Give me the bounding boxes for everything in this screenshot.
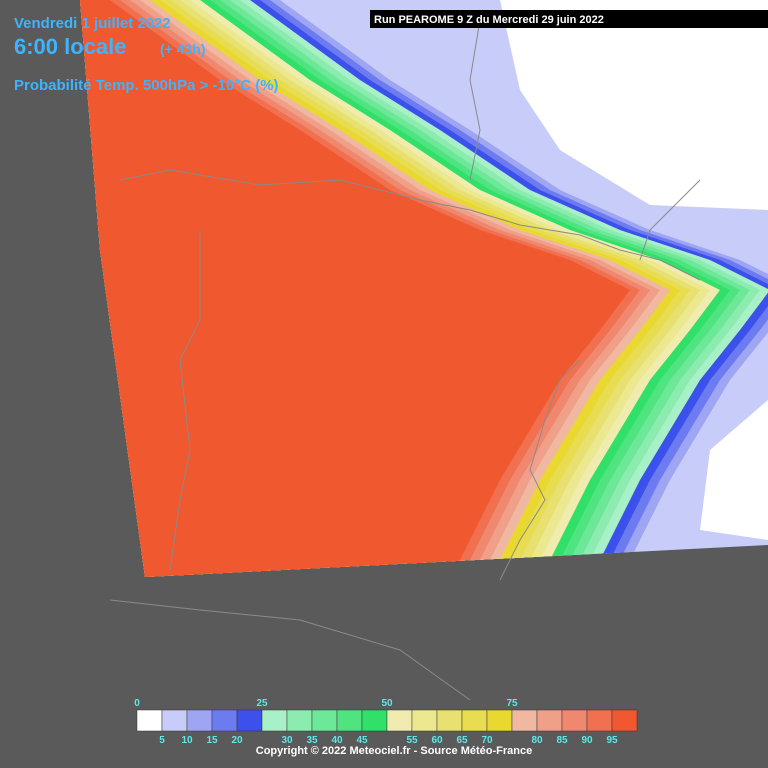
time-label: 6:00 locale [14,34,127,59]
legend-label: 30 [281,735,293,746]
parameter-label: Probabilité Temp. 500hPa > -10°C (%) [14,77,279,94]
legend-swatch [411,709,438,732]
run-banner [370,10,768,28]
legend-swatch [161,709,188,732]
legend-label: 0 [134,698,140,709]
field-clear [500,0,768,210]
legend-swatch [586,709,613,732]
legend-swatch [336,709,363,732]
legend-swatch [486,709,513,732]
legend-label: 55 [406,735,418,746]
date-label: Vendredi 1 juillet 2022 [14,15,171,32]
borders [109,19,701,701]
legend-label: 15 [206,735,218,746]
legend-label: 35 [306,735,318,746]
legend-label: 5 [159,735,165,746]
legend-label: 10 [181,735,193,746]
run-label: Run PEAROME 9 Z du Mercredi 29 juin 2022 [374,14,604,26]
legend-swatch [561,709,588,732]
legend-label: 90 [581,735,593,746]
legend-label: 65 [456,735,468,746]
legend-swatch [511,709,538,732]
legend-label: 45 [356,735,368,746]
legend-label: 40 [331,735,343,746]
legend-label: 50 [381,698,393,709]
legend-swatch [436,709,463,732]
legend-label: 25 [256,698,268,709]
field-clear [700,400,768,540]
legend-label: 95 [606,735,618,746]
legend-swatch [186,709,213,732]
legend-swatch [311,709,338,732]
legend-swatch [536,709,563,732]
legend-swatch [136,709,163,732]
legend-label: 70 [481,735,493,746]
legend-label: 80 [531,735,543,746]
copyright: Copyright © 2022 Meteociel.fr - Source M… [256,745,532,757]
legend-swatch [211,709,238,732]
legend-label: 60 [431,735,443,746]
offset-label: (+ 43h) [160,41,206,57]
legend-swatch [386,709,413,732]
legend-swatch [286,709,313,732]
legend-swatch [461,709,488,732]
legend-swatch [611,709,638,732]
legend-swatch [261,709,288,732]
legend-swatch [361,709,388,732]
legend-swatch [236,709,263,732]
legend-label: 20 [231,735,243,746]
legend: 0 5 10 15 20 25 30 35 40 45 50 55 60 65 70 75 80 85 90 95 [134,698,638,746]
legend-label: 85 [556,735,568,746]
legend-label: 75 [506,698,518,709]
